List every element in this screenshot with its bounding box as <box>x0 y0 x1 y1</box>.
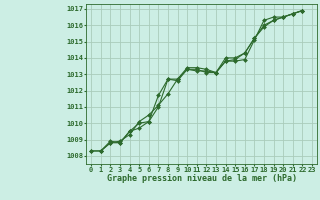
X-axis label: Graphe pression niveau de la mer (hPa): Graphe pression niveau de la mer (hPa) <box>107 174 297 183</box>
